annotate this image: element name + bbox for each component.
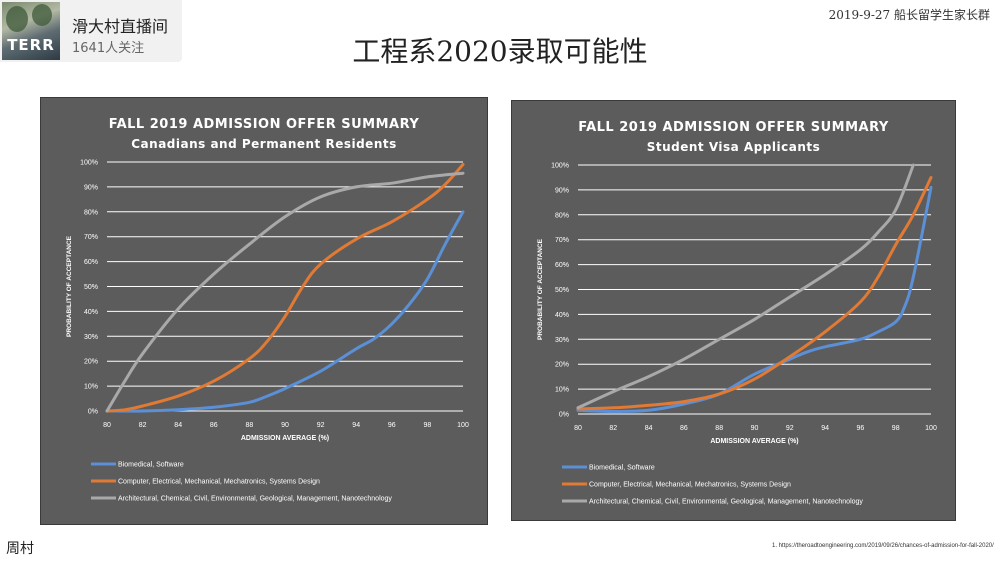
channel-avatar[interactable]: TERR	[2, 2, 60, 60]
series-line-1	[105, 210, 465, 413]
chart-subtitle: Student Visa Applicants	[647, 140, 821, 154]
y-tick-label: 0%	[559, 412, 569, 419]
y-tick-label: 40%	[555, 312, 569, 319]
channel-badge[interactable]: TERR 滑大村直播间 1641人关注	[0, 0, 182, 62]
y-tick-label: 90%	[555, 187, 569, 194]
y-axis-label: PROBABILITY OF ACCEPTANCE	[66, 235, 73, 337]
x-tick-label: 88	[715, 425, 723, 432]
x-axis-label: ADMISSION AVERAGE (%)	[710, 438, 798, 445]
x-tick-label: 96	[857, 425, 865, 432]
x-tick-label: 88	[246, 422, 254, 429]
y-tick-label: 70%	[84, 234, 98, 241]
series-line-2	[105, 163, 465, 413]
y-tick-label: 60%	[555, 262, 569, 269]
x-tick-label: 94	[821, 425, 829, 432]
x-tick-label: 84	[174, 422, 182, 429]
y-tick-label: 70%	[555, 237, 569, 244]
y-tick-label: 10%	[555, 387, 569, 394]
legend-label: Biomedical, Software	[118, 462, 184, 469]
channel-followers: 1641人关注	[72, 41, 145, 56]
x-tick-label: 82	[609, 425, 617, 432]
author-name: 周村	[6, 541, 34, 557]
source-footnote: 1. https://theroadtoengineering.com/2019…	[772, 543, 994, 549]
y-tick-label: 100%	[551, 163, 569, 170]
legend-label: Biomedical, Software	[589, 465, 655, 472]
x-tick-label: 98	[892, 425, 900, 432]
y-tick-label: 90%	[84, 184, 98, 191]
y-tick-label: 50%	[555, 287, 569, 294]
x-tick-label: 92	[786, 425, 794, 432]
x-tick-label: 82	[139, 422, 147, 429]
y-tick-label: 80%	[84, 209, 98, 216]
date-note: 2019-9-27 船长留学生家长群	[828, 8, 990, 22]
x-tick-label: 100	[925, 425, 937, 432]
chart-canadians-svg: FALL 2019 ADMISSION OFFER SUMMARY Canadia…	[66, 117, 469, 503]
legend-label: Architectural, Chemical, Civil, Environm…	[589, 499, 863, 506]
channel-name: 滑大村直播间	[72, 17, 169, 36]
legend-label: Computer, Electrical, Mechanical, Mechat…	[118, 479, 320, 486]
y-tick-label: 40%	[84, 309, 98, 316]
x-tick-label: 94	[352, 422, 360, 429]
x-tick-label: 90	[281, 422, 289, 429]
series-line-3	[105, 171, 465, 413]
y-tick-label: 0%	[88, 409, 98, 416]
series-line-1	[576, 185, 933, 413]
legend-label: Architectural, Chemical, Civil, Environm…	[118, 496, 392, 503]
x-tick-label: 80	[574, 425, 582, 432]
x-axis-label: ADMISSION AVERAGE (%)	[241, 435, 329, 442]
y-tick-label: 20%	[555, 362, 569, 369]
slide-title: 工程系2020录取可能性	[352, 35, 648, 68]
x-tick-label: 80	[103, 422, 111, 429]
avatar-tree-shape	[32, 4, 52, 26]
y-axis-label: PROBABILITY OF ACCEPTANCE	[537, 238, 544, 340]
x-tick-label: 84	[645, 425, 653, 432]
y-tick-label: 30%	[555, 337, 569, 344]
y-tick-label: 30%	[84, 334, 98, 341]
avatar-tree-shape	[6, 6, 28, 32]
chart-subtitle: Canadians and Permanent Residents	[131, 137, 397, 151]
chart-student-visa: FALL 2019 ADMISSION OFFER SUMMARY Student…	[511, 100, 956, 521]
series-line-2	[576, 176, 933, 411]
x-tick-label: 100	[457, 422, 469, 429]
legend-label: Computer, Electrical, Mechanical, Mechat…	[589, 482, 791, 489]
series-line-3	[576, 163, 915, 410]
y-tick-label: 50%	[84, 284, 98, 291]
x-tick-label: 96	[388, 422, 396, 429]
channel-logo-text: TERR	[7, 36, 55, 54]
x-tick-label: 90	[751, 425, 759, 432]
x-tick-label: 98	[424, 422, 432, 429]
chart-student-visa-svg: FALL 2019 ADMISSION OFFER SUMMARY Student…	[537, 120, 937, 506]
x-tick-label: 86	[680, 425, 688, 432]
chart-canadians: FALL 2019 ADMISSION OFFER SUMMARY Canadia…	[40, 97, 488, 525]
y-tick-label: 10%	[84, 384, 98, 391]
x-tick-label: 86	[210, 422, 218, 429]
x-tick-label: 92	[317, 422, 325, 429]
y-tick-label: 100%	[80, 160, 98, 167]
y-tick-label: 80%	[555, 212, 569, 219]
chart-title: FALL 2019 ADMISSION OFFER SUMMARY	[578, 120, 889, 135]
y-tick-label: 20%	[84, 359, 98, 366]
y-tick-label: 60%	[84, 259, 98, 266]
chart-title: FALL 2019 ADMISSION OFFER SUMMARY	[109, 117, 420, 132]
